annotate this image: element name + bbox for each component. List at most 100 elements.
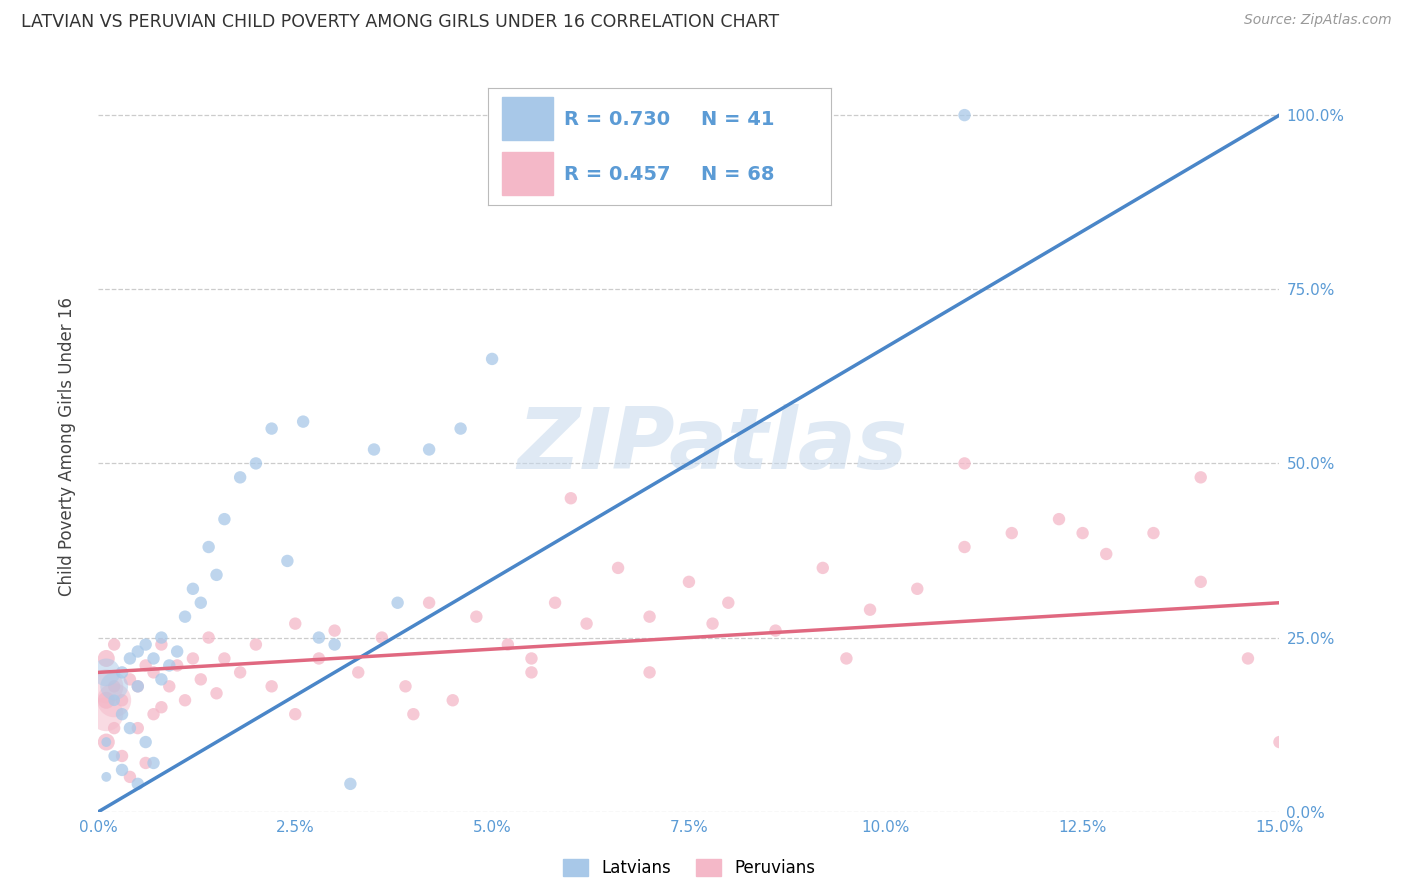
Point [953,108,976,122]
Point [465,609,488,624]
Point [111,707,134,722]
Point [150,631,173,645]
Point [181,651,204,665]
Point [111,763,134,777]
Point [394,679,416,693]
Point [765,624,787,638]
Point [166,644,188,658]
Y-axis label: Child Poverty Among Girls Under 16: Child Poverty Among Girls Under 16 [58,296,76,596]
Point [811,561,834,575]
Point [111,693,134,707]
Point [638,609,661,624]
Point [205,567,228,582]
Point [214,512,236,526]
Point [174,609,197,624]
Point [481,351,503,366]
Point [1268,735,1291,749]
Point [197,540,219,554]
Point [118,651,141,665]
Point [1095,547,1118,561]
Point [111,665,134,680]
Point [520,651,543,665]
Point [150,638,173,652]
Point [190,596,212,610]
Text: Source: ZipAtlas.com: Source: ZipAtlas.com [1244,13,1392,28]
Point [1142,526,1164,541]
Point [323,624,346,638]
Point [1237,651,1260,665]
Point [142,651,165,665]
Point [702,616,724,631]
Point [127,644,149,658]
Point [418,596,440,610]
Point [402,707,425,722]
Point [284,707,307,722]
Point [103,693,125,707]
Point [450,421,472,435]
Point [441,693,464,707]
Point [96,665,118,680]
Point [607,561,630,575]
Point [157,679,180,693]
Point [96,735,118,749]
Point [127,679,149,693]
Point [111,749,134,764]
Point [229,665,252,680]
Point [103,679,125,693]
Point [387,596,409,610]
Point [717,596,740,610]
Point [205,686,228,700]
Point [166,658,188,673]
Point [135,756,157,770]
Legend: Latvians, Peruvians: Latvians, Peruvians [555,853,823,884]
Point [575,616,598,631]
Point [1189,470,1212,484]
Text: LATVIAN VS PERUVIAN CHILD POVERTY AMONG GIRLS UNDER 16 CORRELATION CHART: LATVIAN VS PERUVIAN CHILD POVERTY AMONG … [21,13,779,31]
Point [96,770,118,784]
Point [418,442,440,457]
Point [127,721,149,735]
Point [796,192,818,206]
Point [103,693,125,707]
Point [292,415,315,429]
Point [157,658,180,673]
Point [127,679,149,693]
Point [339,777,361,791]
Point [118,721,141,735]
Point [118,673,141,687]
Point [520,665,543,680]
Point [142,707,165,722]
Point [905,582,928,596]
Point [96,735,118,749]
Point [174,693,197,707]
Point [1001,526,1024,541]
Point [118,770,141,784]
Point [953,457,976,471]
Point [96,693,118,707]
Point [638,665,661,680]
Point [181,582,204,596]
Point [229,470,252,484]
Point [245,638,267,652]
Point [1189,574,1212,589]
Point [96,707,118,722]
Point [127,777,149,791]
Point [245,457,267,471]
Point [260,421,283,435]
Point [197,631,219,645]
Point [560,491,582,506]
Point [1071,526,1094,541]
Point [135,658,157,673]
Point [284,616,307,631]
Point [103,721,125,735]
Point [835,651,858,665]
Point [859,603,882,617]
Point [190,673,212,687]
Point [135,638,157,652]
Point [103,679,125,693]
Point [678,574,700,589]
Point [103,638,125,652]
Point [96,651,118,665]
Point [308,651,330,665]
Point [150,700,173,714]
